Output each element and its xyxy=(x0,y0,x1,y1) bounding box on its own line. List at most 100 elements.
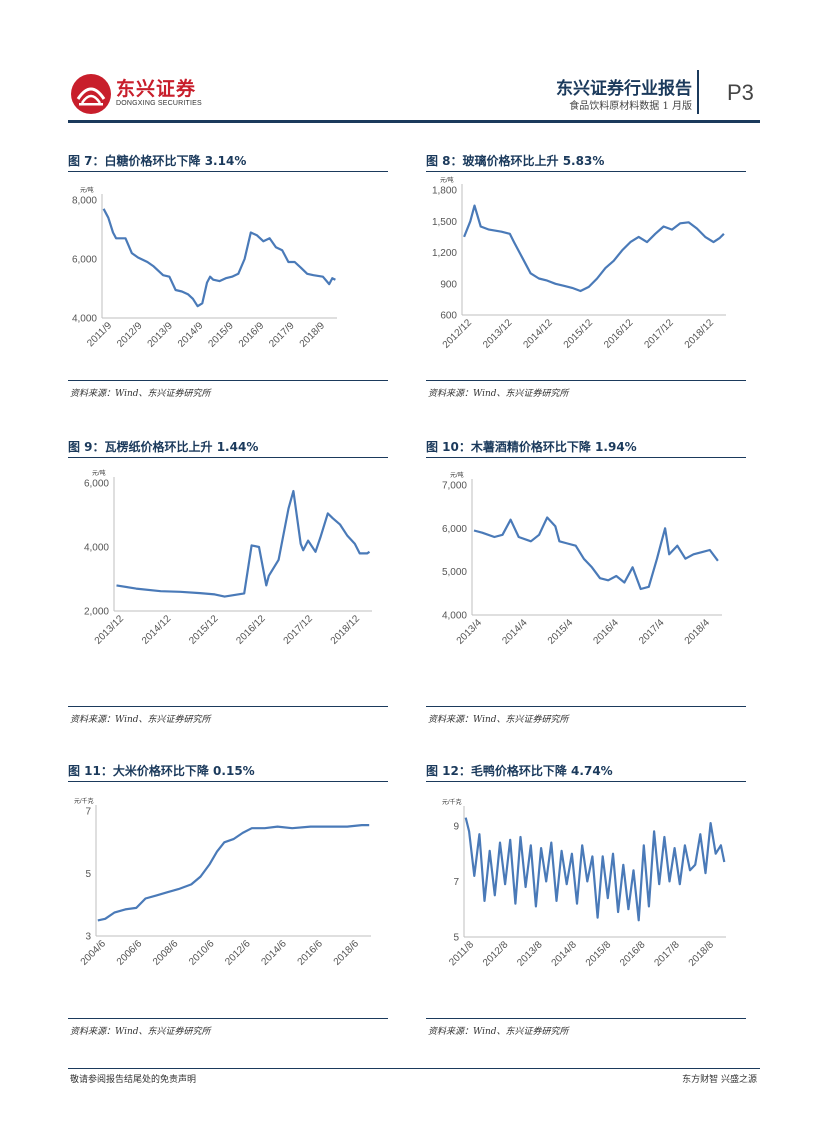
source-rule xyxy=(426,380,746,381)
x-tick-label: 2017/12 xyxy=(282,613,316,647)
series-line xyxy=(116,489,371,598)
x-tick-label: 2006/6 xyxy=(115,938,145,968)
source-rule xyxy=(68,1018,388,1019)
series-line xyxy=(473,516,719,591)
x-tick-label: 2014/4 xyxy=(500,617,530,647)
header-divider xyxy=(697,70,699,114)
y-tick-label: 1,500 xyxy=(432,217,457,228)
x-tick-label: 2016/9 xyxy=(237,320,267,350)
x-tick-label: 2013/9 xyxy=(146,320,176,350)
figure-panel: 图 11：大米价格环比下降 0.15% 元/千克 7 5 3 2004/6 2006/6 2… xyxy=(68,762,388,1047)
y-tick-label: 7,000 xyxy=(442,481,467,492)
x-tick-label: 2017/8 xyxy=(652,939,682,969)
y-tick-label: 6,000 xyxy=(84,479,109,490)
x-tick-label: 2013/8 xyxy=(515,939,545,969)
x-tick-label: 2018/6 xyxy=(332,938,362,968)
x-tick-label: 2014/6 xyxy=(259,938,289,968)
figure-title: 图 10：木薯酒精价格环比下降 1.94% xyxy=(426,440,637,454)
x-tick-label: 2015/12 xyxy=(187,613,221,647)
figure-title: 图 7：白糖价格环比下降 3.14% xyxy=(68,154,247,168)
figure-title-rule xyxy=(68,781,388,782)
figure-source: 资料来源：Wind、东兴证券研究所 xyxy=(428,1027,569,1037)
x-tick-label: 2018/12 xyxy=(329,613,363,647)
x-tick-label: 2015/8 xyxy=(584,939,614,969)
x-tick-label: 2012/12 xyxy=(441,317,475,351)
figure-source: 资料来源：Wind、东兴证券研究所 xyxy=(70,1027,211,1037)
x-tick-label: 2012/8 xyxy=(481,939,511,969)
x-tick-label: 2014/9 xyxy=(176,320,206,350)
y-tick-label: 2,000 xyxy=(84,607,109,618)
x-tick-label: 2015/12 xyxy=(562,317,596,351)
company-name-cn: 东兴证券 xyxy=(116,78,197,100)
y-tick-label: 4,000 xyxy=(84,543,109,554)
x-tick-label: 2015/4 xyxy=(546,617,576,647)
x-tick-label: 2013/12 xyxy=(93,613,127,647)
y-tick-label: 7 xyxy=(85,807,91,818)
figure-title-rule xyxy=(68,457,388,458)
y-tick-label: 1,800 xyxy=(432,186,457,197)
figure-panel: 图 9：瓦楞纸价格环比上升 1.44% 元/吨 6,000 4,000 2,000 20… xyxy=(68,438,388,728)
figure-panel: 图 12：毛鸭价格环比下降 4.74% 元/千克 9 7 5 2011/8 2012/8 2… xyxy=(426,762,746,1047)
y-tick-label: 8,000 xyxy=(72,196,97,207)
x-tick-label: 2017/4 xyxy=(637,617,667,647)
source-rule xyxy=(68,706,388,707)
x-tick-label: 2016/12 xyxy=(602,317,636,351)
figure-source: 资料来源：Wind、东兴证券研究所 xyxy=(70,389,211,399)
x-tick-label: 2016/12 xyxy=(234,613,268,647)
series-line xyxy=(463,204,725,293)
source-rule xyxy=(68,380,388,381)
y-tick-label: 1,200 xyxy=(432,248,457,259)
x-tick-label: 2018/4 xyxy=(683,617,713,647)
y-tick-label: 5,000 xyxy=(442,567,467,578)
figure-source: 资料来源：Wind、东兴证券研究所 xyxy=(428,715,569,725)
figure-title: 图 12：毛鸭价格环比下降 4.74% xyxy=(426,764,613,778)
x-tick-label: 2016/4 xyxy=(592,617,622,647)
figure-title: 图 11：大米价格环比下降 0.15% xyxy=(68,764,255,778)
y-tick-label: 600 xyxy=(440,311,457,322)
x-tick-label: 2018/12 xyxy=(683,317,717,351)
figure-panel: 图 10：木薯酒精价格环比下降 1.94% 元/吨 7,000 6,000 5,000… xyxy=(426,438,746,728)
report-subtitle: 食品饮料原材料数据 1 月版 xyxy=(569,101,692,112)
x-tick-label: 2016/6 xyxy=(296,938,326,968)
y-tick-label: 6,000 xyxy=(72,255,97,266)
footer-rule xyxy=(68,1068,760,1069)
x-tick-label: 2004/6 xyxy=(79,938,109,968)
y-tick-label: 4,000 xyxy=(442,611,467,622)
figure-source: 资料来源：Wind、东兴证券研究所 xyxy=(70,715,211,725)
unit-label: 元/千克 xyxy=(442,798,462,806)
series-line xyxy=(97,823,370,922)
y-tick-label: 9 xyxy=(453,821,459,832)
figure-title-rule xyxy=(426,457,746,458)
unit-label: 元/千克 xyxy=(74,797,94,805)
unit-label: 元/吨 xyxy=(92,469,106,477)
x-tick-label: 2013/12 xyxy=(481,317,515,351)
source-rule xyxy=(426,1018,746,1019)
y-tick-label: 4,000 xyxy=(72,314,97,325)
footer-disclaimer: 敬请参阅报告结尾处的免责声明 xyxy=(70,1075,197,1085)
x-tick-label: 2010/6 xyxy=(187,938,217,968)
figure-source: 资料来源：Wind、东兴证券研究所 xyxy=(428,389,569,399)
footer-slogan: 东方财智 兴盛之源 xyxy=(682,1075,757,1085)
x-tick-label: 2014/12 xyxy=(140,613,174,647)
y-tick-label: 7 xyxy=(453,877,459,888)
y-tick-label: 5 xyxy=(453,933,459,944)
figure-title-rule xyxy=(426,171,746,172)
company-name-en: DONGXING SECURITIES xyxy=(116,100,202,107)
x-tick-label: 2008/6 xyxy=(151,938,181,968)
x-tick-label: 2014/8 xyxy=(550,939,580,969)
x-tick-label: 2014/12 xyxy=(521,317,555,351)
x-tick-label: 2012/9 xyxy=(115,320,145,350)
x-tick-label: 2018/8 xyxy=(687,939,717,969)
y-tick-label: 5 xyxy=(85,869,91,880)
unit-label: 元/吨 xyxy=(80,186,94,194)
y-tick-label: 6,000 xyxy=(442,524,467,535)
figure-panel: 图 7：白糖价格环比下降 3.14% 元/吨 8,000 6,000 4,000 201… xyxy=(68,152,388,402)
figure-title: 图 9：瓦楞纸价格环比上升 1.44% xyxy=(68,440,259,454)
header-rule xyxy=(68,120,760,123)
x-tick-label: 2017/12 xyxy=(642,317,676,351)
